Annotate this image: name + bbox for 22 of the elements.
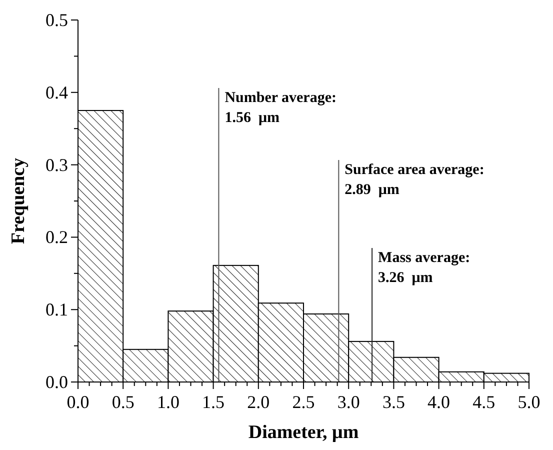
x-tick-label: 1.0	[156, 392, 180, 412]
y-tick-label: 0.2	[46, 227, 68, 248]
y-tick-label: 0.5	[46, 10, 68, 30]
x-tick-label: 3.5	[382, 392, 405, 412]
ref-line-label: Surface area average: 2.89 μm	[344, 162, 484, 198]
y-tick-label: 0.4	[46, 82, 68, 102]
x-axis-title: Diameter, μm	[248, 422, 359, 443]
x-tick-label: 4.0	[428, 392, 450, 412]
x-tick-label: 0.5	[112, 392, 134, 412]
y-axis-title: Frequency	[8, 157, 29, 244]
y-tick-label: 0.1	[46, 300, 68, 320]
x-tick-label: 5.0	[518, 392, 540, 412]
ref-line-label: Number average: 1.56 μm	[224, 90, 336, 126]
x-tick-label: 4.5	[472, 392, 496, 412]
y-tick-label: 0.0	[46, 372, 68, 392]
x-tick-label: 1.5	[202, 392, 225, 412]
y-tick-label: 0.3	[46, 154, 68, 175]
ref-line-label: Mass average: 3.26 μm	[378, 250, 470, 286]
x-tick-label: 2.0	[247, 392, 270, 412]
x-tick-label: 3.0	[337, 392, 360, 412]
x-tick-label: 0.0	[66, 392, 90, 412]
x-tick-label: 2.5	[292, 392, 315, 412]
